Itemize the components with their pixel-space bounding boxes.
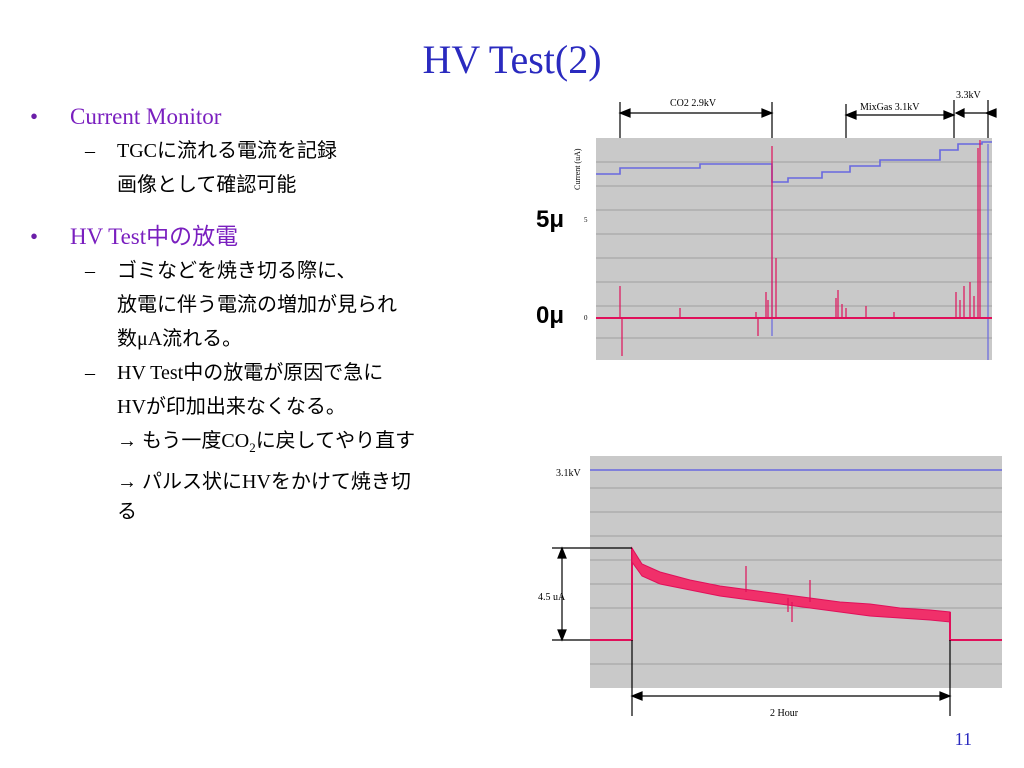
bullet-dot: • bbox=[30, 104, 39, 129]
sub-text-continued: → もう一度CO2に戻してやり直す bbox=[117, 424, 500, 465]
sub-bullet: – TGCに流れる電流を記録 bbox=[85, 134, 500, 168]
sub-dash: – bbox=[85, 260, 95, 282]
page-number: 11 bbox=[954, 729, 972, 749]
slide-title: HV Test(2) bbox=[422, 37, 602, 82]
bullet-list: • Current Monitor – TGCに流れる電流を記録 画像として確認… bbox=[30, 100, 500, 525]
text-part: に戻してやり直す bbox=[255, 430, 416, 452]
sub-text-continued: 画像として確認可能 bbox=[117, 174, 297, 196]
label-0u: 0μ bbox=[536, 302, 565, 329]
annotation-co2: CO2 2.9kV bbox=[670, 98, 717, 109]
voltage-series bbox=[596, 141, 992, 183]
y-axis-title: Current (uA) bbox=[573, 148, 582, 190]
bullet-current-monitor: • Current Monitor bbox=[30, 100, 500, 134]
sub-dash: – bbox=[85, 362, 95, 384]
current-monitor-chart-bottom: 3.1kV 4.5 uA 2 Hour bbox=[538, 456, 1002, 719]
bullet-dot: • bbox=[30, 224, 39, 249]
annotation-33kv: 3.3kV bbox=[956, 90, 982, 101]
plot-background bbox=[596, 138, 992, 360]
bullet-text: HV Test中の放電 bbox=[70, 224, 239, 249]
text-part: → もう一度CO bbox=[117, 430, 250, 452]
current-spikes bbox=[745, 566, 811, 622]
sub-text: TGCに流れる電流を記録 bbox=[117, 140, 337, 162]
sub-text-continued: → パルス状にHVをかけて焼き切 bbox=[117, 471, 411, 493]
annotation-2hour: 2 Hour bbox=[770, 708, 799, 719]
annotation-45ua: 4.5 uA bbox=[538, 592, 566, 603]
sub-bullet: – ゴミなどを焼き切る際に、 bbox=[85, 254, 500, 288]
y-tick-0: 0 bbox=[584, 314, 588, 322]
sub-bullet: – HV Test中の放電が原因で急に bbox=[85, 356, 500, 390]
sub-text: ゴミなどを焼き切る際に、 bbox=[117, 260, 357, 282]
current-spikes bbox=[619, 140, 981, 356]
label-5u: 5μ bbox=[536, 206, 565, 233]
subscript: 2 bbox=[249, 440, 256, 455]
annotation-mixgas: MixGas 3.1kV bbox=[860, 102, 920, 113]
bullet-hv-test: • HV Test中の放電 bbox=[30, 220, 500, 254]
sub-text-continued: HVが印加出来なくなる。 bbox=[117, 396, 346, 418]
sub-text-continued: 放電に伴う電流の増加が見られ bbox=[117, 294, 397, 316]
annotation-31kv: 3.1kV bbox=[556, 468, 582, 479]
sub-text-continued: 数μA流れる。 bbox=[117, 328, 243, 350]
sub-text: HV Test中の放電が原因で急に bbox=[117, 362, 384, 384]
y-tick-5: 5 bbox=[584, 216, 588, 224]
bullet-text: Current Monitor bbox=[70, 104, 222, 129]
current-monitor-chart-top: CO2 2.9kV MixGas 3.1kV 3.3kV Current (uA… bbox=[573, 90, 997, 360]
sub-dash: – bbox=[85, 140, 95, 162]
sub-text-continued: る bbox=[117, 501, 137, 523]
